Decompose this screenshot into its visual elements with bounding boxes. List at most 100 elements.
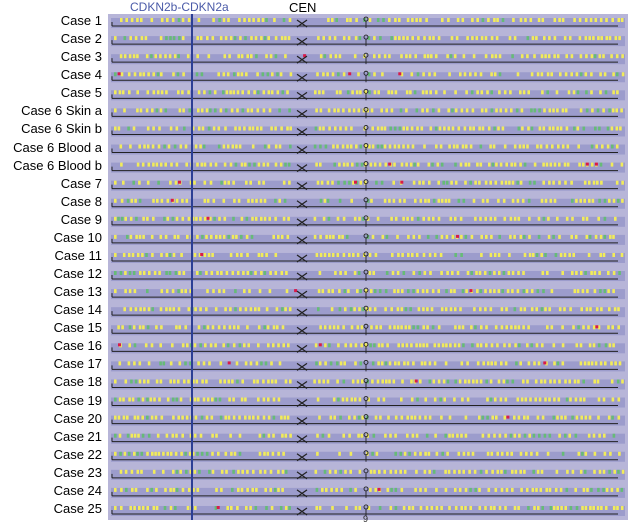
probe-mark (120, 198, 124, 203)
probe-mark (114, 289, 117, 294)
probe-mark (361, 415, 364, 420)
probe-mark (576, 126, 580, 131)
probe-mark (461, 397, 464, 402)
probe-mark (267, 90, 271, 95)
probe-mark (422, 180, 425, 185)
probe-mark (313, 216, 317, 221)
probe-mark (612, 234, 615, 239)
probe-mark (203, 325, 206, 330)
probe-mark (499, 108, 503, 113)
probe-mark (243, 289, 246, 294)
probe-mark (399, 108, 403, 113)
probe-mark (564, 180, 567, 185)
probe-mark (612, 506, 616, 510)
centromere-cross (296, 200, 308, 209)
probe-mark (471, 36, 474, 41)
probe-mark (229, 433, 232, 438)
probe-mark (142, 271, 146, 275)
probe-mark (200, 415, 204, 420)
probe-mark (476, 361, 480, 366)
probe-mark (616, 90, 619, 95)
probe-mark (216, 271, 219, 275)
probe-mark (217, 325, 221, 330)
probe-mark (335, 487, 338, 492)
probe-mark (235, 253, 239, 257)
probe-mark (281, 469, 285, 474)
probe-mark (327, 433, 331, 438)
probe-mark (450, 180, 453, 185)
probe-mark (544, 397, 547, 402)
probe-mark (320, 180, 324, 185)
probe-mark (398, 126, 402, 131)
probe-mark (157, 451, 161, 456)
probe-mark (535, 307, 538, 312)
probe-mark (588, 36, 591, 41)
probe-mark (558, 433, 561, 438)
probe-mark (598, 433, 601, 438)
probe-mark (481, 433, 485, 438)
probe-mark (237, 469, 240, 474)
probe-mark (333, 108, 336, 113)
centromere-cross (296, 507, 308, 516)
probe-mark (192, 451, 195, 456)
probe-mark (498, 54, 502, 59)
probe-mark (118, 90, 122, 95)
probe-mark (177, 379, 180, 384)
probe-mark (530, 307, 534, 312)
probe-mark (214, 307, 218, 312)
probe-mark (114, 216, 117, 221)
probe-mark (390, 216, 393, 221)
probe-mark (241, 469, 244, 474)
probe-mark (233, 36, 237, 41)
probe-mark (534, 379, 538, 384)
gain-probe-mark (388, 162, 392, 166)
probe-mark (506, 451, 509, 456)
probe-mark (480, 108, 484, 113)
probe-mark (415, 433, 419, 438)
probe-mark (599, 253, 602, 257)
probe-mark (368, 271, 372, 275)
probe-mark (157, 180, 160, 185)
probe-mark (250, 234, 254, 239)
probe-mark (513, 36, 517, 41)
probe-mark (466, 397, 470, 402)
probe-mark (349, 343, 353, 348)
probe-mark (443, 397, 446, 402)
probe-mark (339, 415, 342, 420)
case-label: Case 17 (53, 356, 102, 372)
probe-mark (146, 144, 150, 149)
probe-mark (419, 18, 422, 22)
probe-mark (536, 72, 540, 77)
probe-mark (165, 289, 169, 294)
probe-mark (125, 18, 128, 22)
probe-mark (142, 234, 145, 239)
probe-mark (530, 289, 534, 294)
probe-mark (368, 90, 371, 95)
probe-mark (476, 289, 479, 294)
probe-mark (484, 506, 487, 510)
probe-mark (199, 216, 202, 221)
probe-mark (431, 325, 435, 330)
probe-mark (269, 469, 273, 474)
probe-mark (545, 487, 548, 492)
probe-mark (342, 325, 345, 330)
probe-mark (165, 271, 168, 275)
probe-mark (188, 451, 192, 456)
probe-mark (128, 289, 132, 294)
probe-mark (223, 162, 227, 167)
probe-mark (193, 397, 197, 402)
probe-mark (405, 162, 408, 167)
probe-mark (181, 415, 184, 420)
probe-mark (141, 253, 144, 257)
probe-mark (120, 216, 124, 221)
probe-mark (490, 343, 494, 348)
probe-mark (516, 72, 520, 77)
probe-mark (328, 126, 331, 131)
probe-mark (169, 361, 173, 366)
probe-mark (519, 469, 522, 474)
probe-mark (442, 379, 446, 384)
probe-mark (124, 469, 128, 474)
probe-mark (448, 415, 452, 420)
probe-mark (522, 90, 526, 95)
probe-mark (490, 90, 493, 95)
